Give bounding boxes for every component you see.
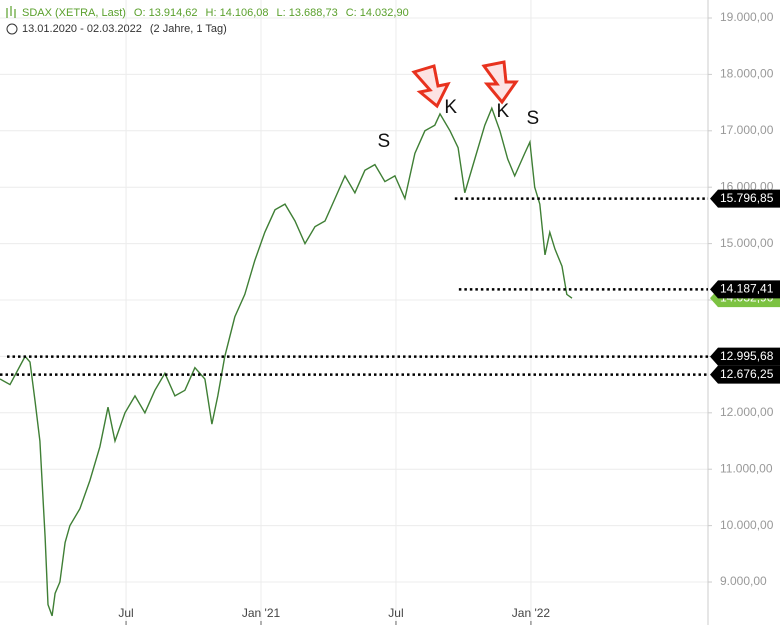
x-tick-label: Jan '21	[242, 606, 281, 620]
header-item: L: 13.688,73	[277, 7, 338, 19]
annotation: K	[444, 97, 457, 118]
level-tag	[710, 365, 780, 384]
y-tick-label: 17.000,00	[720, 123, 774, 137]
x-tick-label: Jan '22	[512, 606, 551, 620]
header-item: C: 14.032,90	[346, 7, 409, 19]
header-item: H: 14.106,08	[206, 7, 269, 19]
y-tick-label: 9.000,00	[720, 574, 767, 588]
clock-icon	[6, 23, 18, 35]
annotation: K	[497, 101, 510, 122]
y-tick-label: 18.000,00	[720, 67, 774, 81]
level-tag	[710, 347, 780, 366]
level-tag-label: 12.995,68	[720, 349, 774, 363]
annotation: S	[377, 131, 390, 152]
x-tick-label: Jul	[118, 606, 133, 620]
icon	[6, 6, 16, 18]
level-tag-label: 15.796,85	[720, 191, 774, 205]
y-tick-label: 12.000,00	[720, 405, 774, 419]
period: 13.01.2020 - 02.03.2022	[22, 23, 142, 35]
level-tag	[710, 280, 780, 299]
level-tag-label: 12.676,25	[720, 367, 774, 381]
header-item: O: 13.914,62	[134, 7, 198, 19]
y-tick-label: 10.000,00	[720, 518, 774, 532]
header-item: SDAX (XETRA, Last)	[22, 7, 126, 19]
annotation: S	[526, 108, 539, 129]
y-tick-label: 19.000,00	[720, 10, 774, 24]
x-tick-label: Jul	[388, 606, 403, 620]
y-tick-label: 15.000,00	[720, 236, 774, 250]
arrow	[411, 60, 519, 109]
price-line	[0, 106, 573, 617]
y-tick-label: 11.000,00	[720, 461, 773, 475]
period: (2 Jahre, 1 Tag)	[150, 23, 227, 35]
level-tag-label: 14.187,41	[720, 282, 774, 296]
level-tag	[710, 189, 780, 208]
